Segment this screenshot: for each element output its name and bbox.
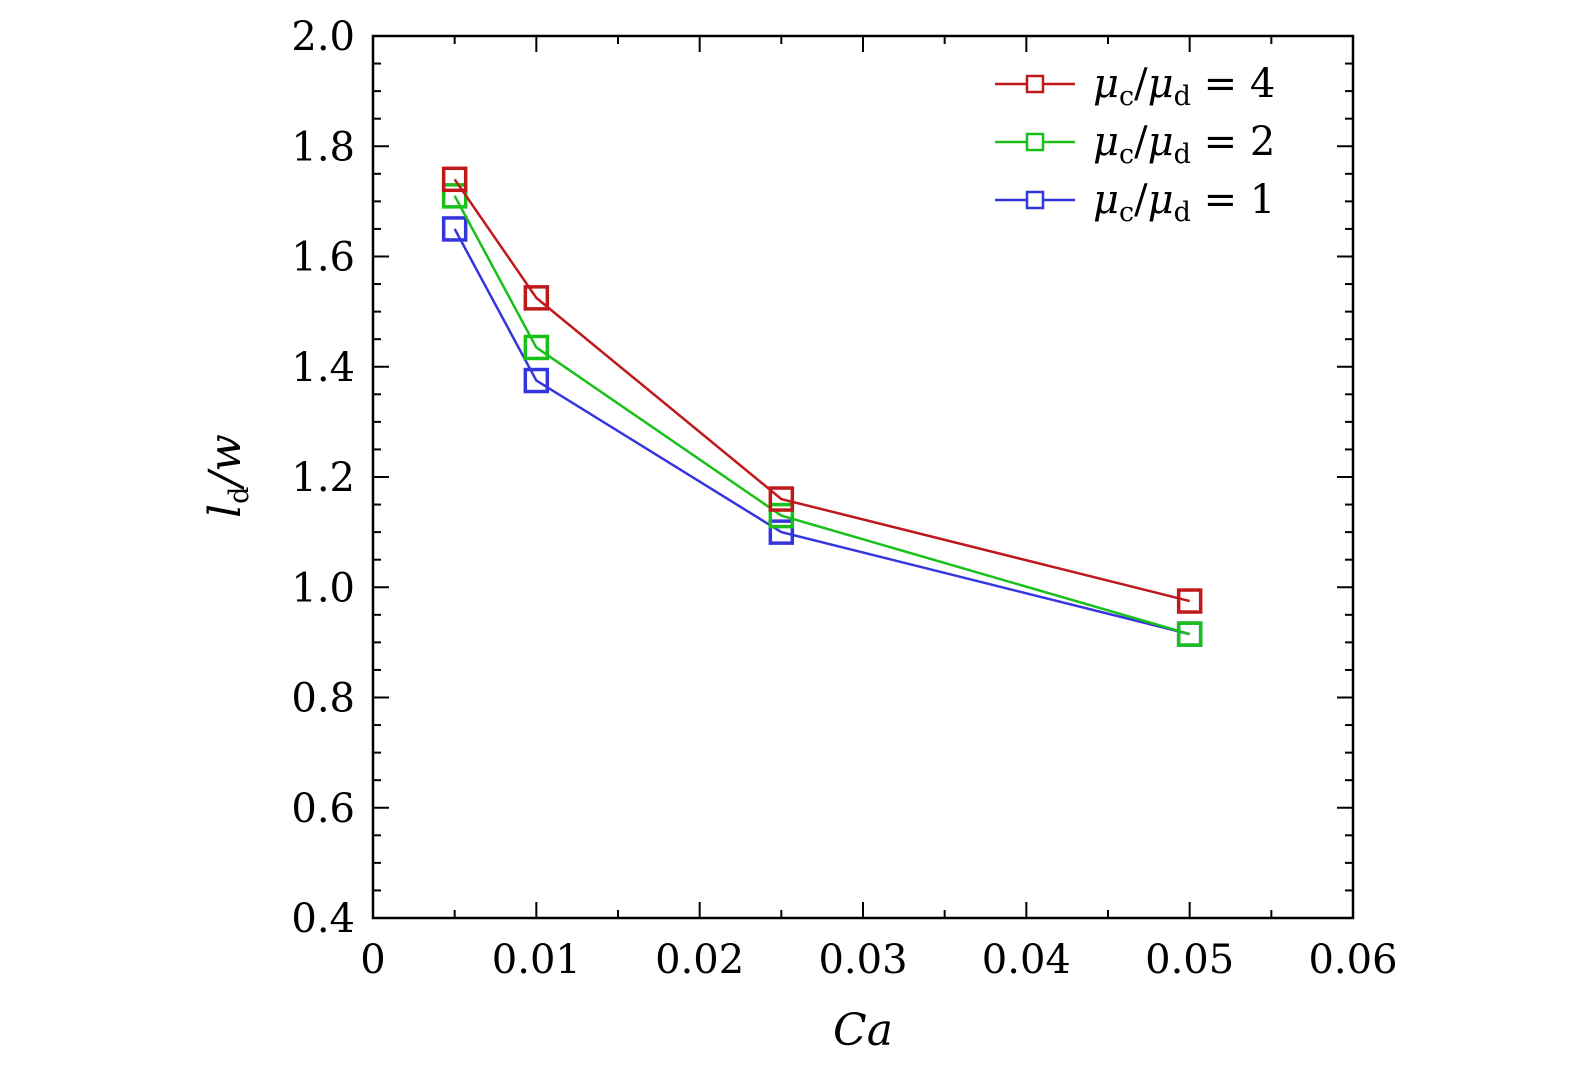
y-tick-label: 1.6 xyxy=(291,235,355,281)
legend-item-4: μc/μd = 4 xyxy=(995,61,1275,112)
x-tick-label: 0.03 xyxy=(818,937,907,983)
y-tick-label: 0.8 xyxy=(291,676,355,722)
legend-marker xyxy=(1025,74,1045,94)
legend-label: μc/μd = 4 xyxy=(1093,61,1275,112)
y-axis: 0.4 0.6 0.8 1.0 1.2 1.4 1.6 1.8 2.0 xyxy=(291,14,1353,942)
legend-marker xyxy=(1025,190,1045,210)
plot-area xyxy=(371,34,1355,920)
series-line xyxy=(453,228,1190,636)
legend-marker xyxy=(1025,132,1045,152)
data-point xyxy=(441,166,468,193)
legend: μc/μd = 4 μc/μd = 2 μc/μd = 1 xyxy=(995,61,1275,228)
data-point xyxy=(768,519,795,545)
series-line xyxy=(453,178,1190,603)
y-tick-label: 1.8 xyxy=(291,124,355,170)
y-tick-label: 0.6 xyxy=(291,786,355,832)
x-tick-label: 0 xyxy=(360,937,385,983)
data-point xyxy=(768,502,795,529)
y-axis-label: ld/w xyxy=(200,434,255,518)
legend-item-1: μc/μd = 1 xyxy=(995,177,1275,228)
y-tick-label: 0.4 xyxy=(291,896,355,942)
x-axis-label: Ca xyxy=(833,1005,893,1056)
data-point xyxy=(523,334,550,361)
y-tick-label: 1.4 xyxy=(291,345,355,391)
x-tick-label: 0.02 xyxy=(655,937,744,983)
x-tick-label: 0.01 xyxy=(492,937,581,983)
data-point xyxy=(441,216,468,242)
data-point xyxy=(768,486,795,512)
legend-label: μc/μd = 1 xyxy=(1093,177,1275,228)
legend-label: μc/μd = 2 xyxy=(1093,119,1275,170)
series-4 xyxy=(441,166,1203,614)
data-point xyxy=(523,367,550,394)
y-tick-label: 1.0 xyxy=(291,565,355,611)
data-point xyxy=(1176,588,1203,614)
legend-item-2: μc/μd = 2 xyxy=(995,119,1275,170)
data-point xyxy=(1176,621,1203,647)
plot-frame xyxy=(371,34,1355,920)
y-tick-label: 1.2 xyxy=(291,455,355,501)
x-tick-label: 0.05 xyxy=(1145,937,1234,983)
data-point xyxy=(523,285,550,311)
series-line xyxy=(453,195,1191,636)
y-tick-label: 2.0 xyxy=(291,14,355,60)
series-1 xyxy=(441,216,1203,647)
x-tick-label: 0.04 xyxy=(982,937,1071,983)
x-axis: 0 0.01 0.02 0.03 0.04 0.05 0.06 xyxy=(360,36,1398,983)
series-layer xyxy=(441,166,1203,647)
x-tick-label: 0.06 xyxy=(1308,937,1397,983)
